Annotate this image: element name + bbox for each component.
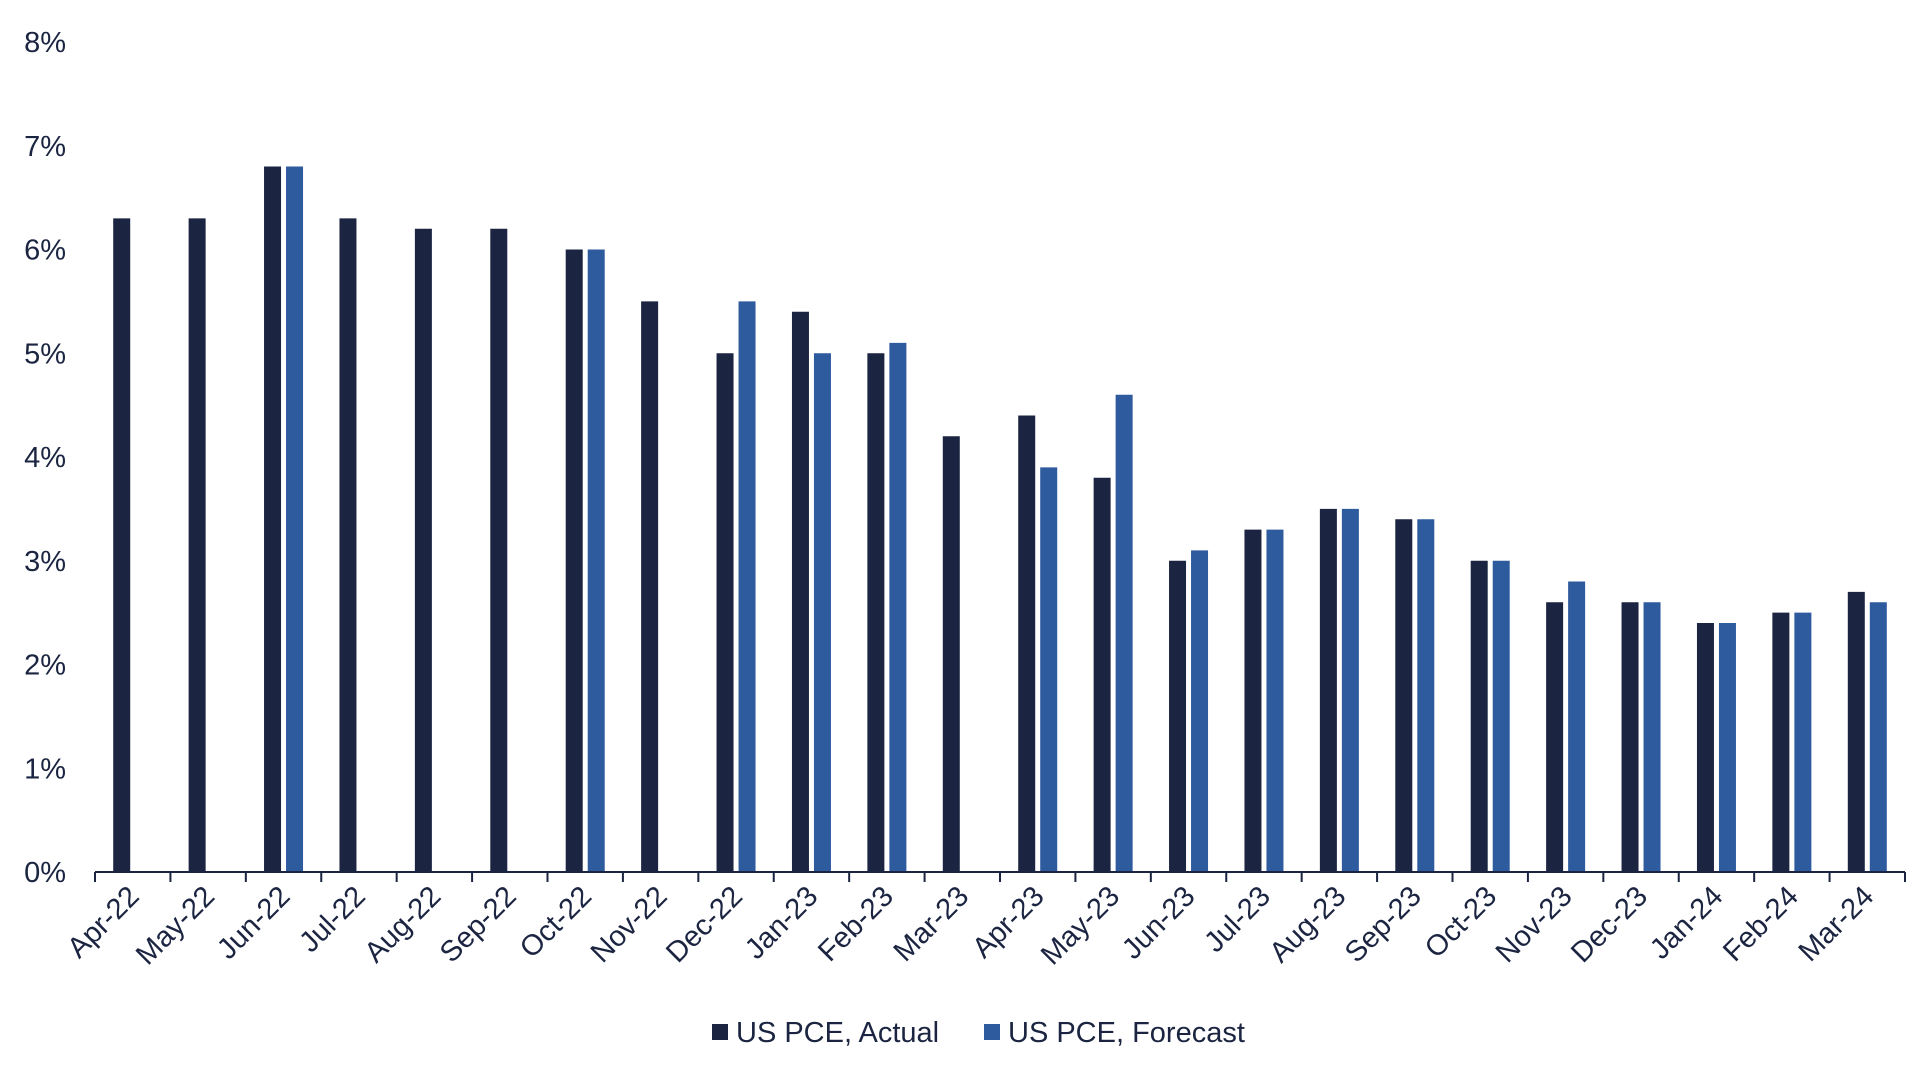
x-axis (94, 871, 1906, 882)
legend-label-forecast: US PCE, Forecast (1008, 1017, 1245, 1049)
bar-forecast (1040, 467, 1058, 872)
x-tick-label: Mar-23 (888, 880, 976, 968)
legend: US PCE, Actual US PCE, Forecast (712, 1017, 1245, 1049)
bar-actual (1470, 560, 1488, 872)
bar-actual (1847, 591, 1865, 872)
bar-forecast (1643, 602, 1661, 872)
bar-forecast (286, 166, 304, 872)
bar-forecast (1568, 581, 1586, 872)
bar-forecast (1794, 612, 1812, 872)
y-tick-label: 5% (24, 338, 66, 370)
x-tick-label: Oct-23 (1419, 880, 1503, 964)
x-tick-label: Sep-23 (1339, 880, 1428, 969)
bar-forecast (587, 249, 605, 872)
bar-actual (1772, 612, 1790, 872)
y-axis-ticks: 0% 1% 2% 3% 4% 5% 6% 7% 8% (24, 27, 66, 889)
x-tick-label: Dec-22 (660, 880, 749, 969)
bars (113, 166, 1887, 872)
x-tick-label: Sep-22 (434, 880, 523, 969)
bar-actual (264, 166, 282, 872)
y-tick-label: 3% (24, 546, 66, 578)
bar-actual (1093, 477, 1111, 872)
bar-actual (1621, 602, 1639, 872)
bar-forecast (1191, 550, 1209, 872)
y-tick-label: 2% (24, 650, 66, 682)
bar-actual (1395, 519, 1413, 872)
bar-forecast (1266, 529, 1284, 872)
bar-forecast (1718, 623, 1736, 872)
bar-actual (565, 249, 583, 872)
y-tick-label: 6% (24, 235, 66, 267)
bar-actual (1546, 602, 1564, 872)
bar-actual (791, 311, 809, 872)
bar-forecast (1417, 519, 1435, 872)
bar-forecast (1115, 394, 1133, 872)
x-tick-label: Aug-23 (1264, 880, 1353, 969)
legend-swatch-forecast (984, 1024, 1000, 1040)
bar-actual (641, 301, 659, 872)
bar-actual (1696, 623, 1714, 872)
legend-label-actual: US PCE, Actual (736, 1017, 939, 1049)
bar-forecast (1869, 602, 1887, 872)
x-tick-label: Nov-22 (585, 880, 674, 969)
x-tick-label: Jan-23 (739, 880, 824, 965)
legend-swatch-actual (712, 1024, 728, 1040)
bar-actual (716, 353, 734, 872)
bar-actual (188, 218, 206, 872)
bar-forecast (738, 301, 756, 872)
bar-actual (1244, 529, 1262, 872)
x-tick-label: May-22 (130, 880, 221, 971)
x-tick-label: Oct-22 (514, 880, 598, 964)
x-tick-label: Nov-23 (1490, 880, 1579, 969)
bar-actual (339, 218, 357, 872)
x-tick-label: Mar-24 (1793, 880, 1881, 968)
bar-actual (942, 436, 960, 872)
y-tick-label: 0% (24, 857, 66, 889)
x-tick-label: Jun-23 (1116, 880, 1201, 965)
bar-forecast (1341, 508, 1359, 872)
bar-actual (1169, 560, 1187, 872)
bar-actual (867, 353, 885, 872)
bar-actual (490, 228, 508, 872)
bar-actual (1319, 508, 1337, 872)
x-tick-label: Dec-23 (1565, 880, 1654, 969)
bar-actual (414, 228, 432, 872)
bar-forecast (889, 342, 907, 872)
y-tick-label: 1% (24, 753, 66, 785)
x-tick-label: Jun-22 (211, 880, 296, 965)
bar-actual (113, 218, 131, 872)
x-tick-label: Feb-23 (812, 880, 900, 968)
x-tick-label: Aug-22 (359, 880, 448, 969)
y-tick-label: 8% (24, 27, 66, 59)
bar-actual (1018, 415, 1036, 872)
bar-forecast (813, 353, 831, 872)
x-tick-label: Jan-24 (1644, 880, 1729, 965)
x-axis-ticks: Apr-22May-22Jun-22Jul-22Aug-22Sep-22Oct-… (61, 880, 1880, 971)
x-tick-label: Feb-24 (1717, 880, 1805, 968)
bar-forecast (1492, 560, 1510, 872)
x-tick-label: May-23 (1035, 880, 1126, 971)
y-tick-label: 7% (24, 131, 66, 163)
y-tick-label: 4% (24, 442, 66, 474)
